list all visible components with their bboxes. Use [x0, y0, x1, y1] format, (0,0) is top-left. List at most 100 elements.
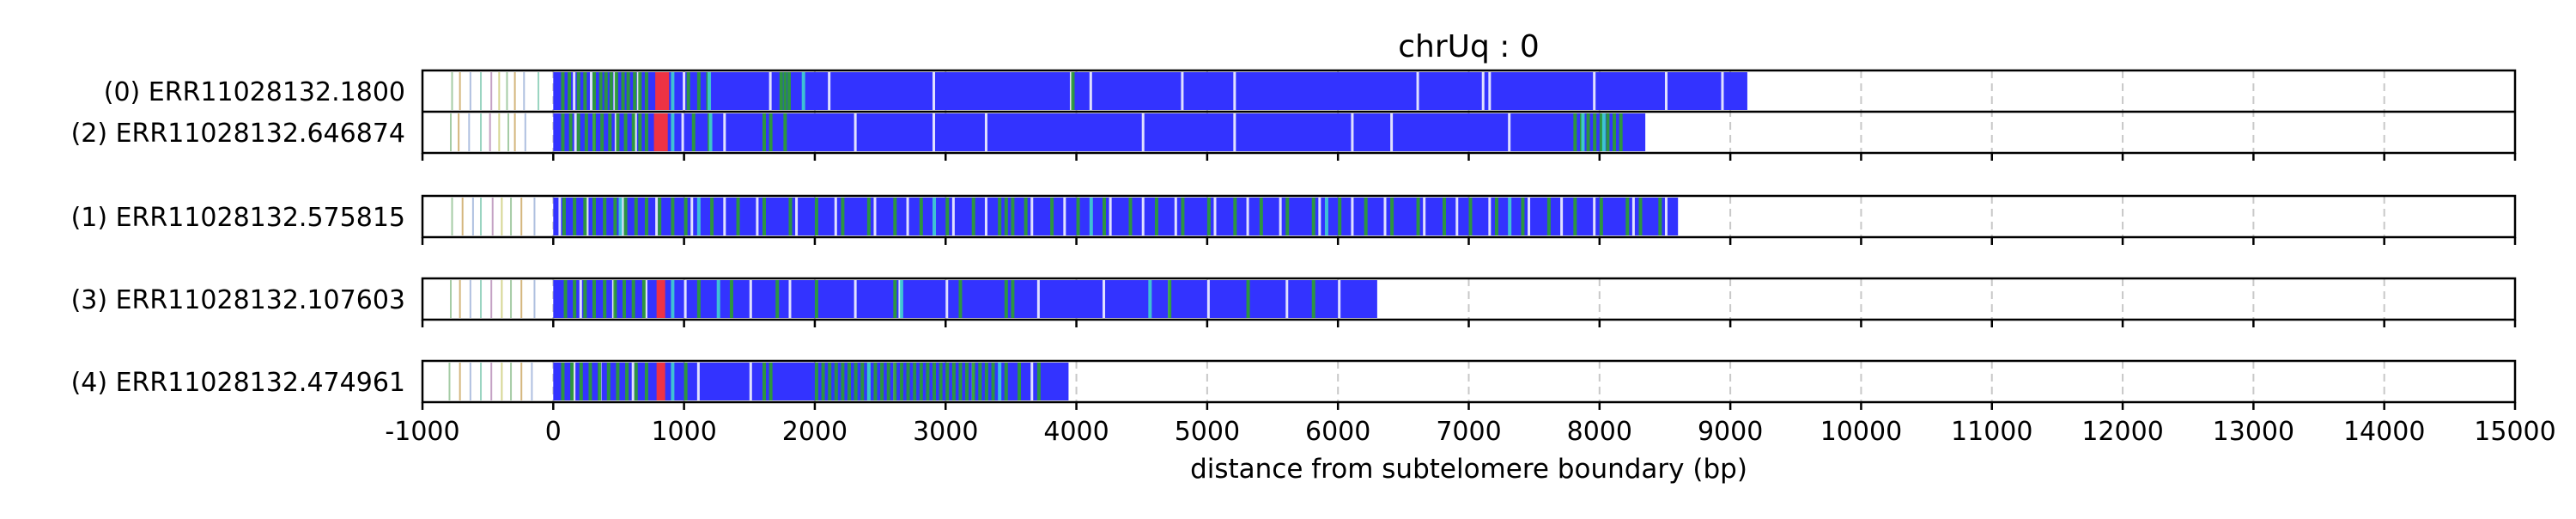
variant-white-stripe [1174, 198, 1177, 235]
variant-green-stripe [616, 113, 620, 151]
subtelomere-mark [480, 113, 483, 151]
variant-green-stripe [686, 72, 690, 110]
subtelomere-mark [480, 363, 483, 400]
variant-green-stripe [1586, 113, 1590, 151]
variant-green-stripe [1364, 198, 1368, 235]
subtelomere-mark [501, 198, 503, 235]
subtelomere-mark [520, 198, 523, 235]
variant-white-stripe [573, 363, 576, 400]
variant-white-stripe [1318, 198, 1321, 235]
variant-green-stripe [576, 72, 580, 110]
variant-white-stripe [1383, 198, 1387, 235]
x-tick-label: 15000 [2474, 417, 2555, 447]
variant-red-stripe [659, 113, 668, 151]
variant-green-stripe [1658, 198, 1662, 235]
variant-green-stripe [1573, 198, 1577, 235]
variant-green-stripe [626, 72, 630, 110]
variant-white-stripe [873, 198, 877, 235]
subtelomere-mark [506, 72, 508, 110]
variant-white-stripe [1664, 198, 1668, 235]
variant-green-stripe [984, 363, 988, 400]
variant-green-stripe [598, 363, 602, 400]
variant-white-stripe [634, 113, 637, 151]
variant-white-stripe [1089, 72, 1092, 110]
variant-green-stripe [1004, 363, 1008, 400]
variant-white-stripe [1351, 198, 1354, 235]
variant-green-stripe [579, 363, 583, 400]
variant-green-stripe [638, 113, 642, 151]
variant-white-stripe [1631, 198, 1635, 235]
variant-white-stripe [589, 72, 592, 110]
subtelomere-mark [513, 113, 516, 151]
variant-white-stripe [1069, 72, 1072, 110]
variant-cyan-stripe [801, 72, 805, 110]
variant-green-stripe [1468, 198, 1473, 235]
variant-white-stripe [1206, 280, 1210, 318]
variant-green-stripe [814, 198, 818, 235]
variant-green-stripe [583, 198, 587, 235]
variant-white-stripe [951, 198, 955, 235]
variant-green-stripe [592, 72, 597, 110]
subtelomere-mark [490, 72, 493, 110]
variant-green-stripe [584, 113, 588, 151]
x-tick-label: 9000 [1698, 417, 1763, 447]
subtelomere-mark [480, 198, 483, 235]
variant-green-stripe [933, 363, 937, 400]
subtelomere-mark [510, 363, 513, 400]
variant-white-stripe [906, 198, 909, 235]
variant-cyan-stripe [708, 113, 713, 151]
variant-green-stripe [787, 72, 791, 110]
subtelomere-mark [459, 72, 461, 110]
variant-green-stripe [1168, 280, 1172, 318]
variant-green-stripe [841, 363, 845, 400]
subtelomere-mark [480, 280, 483, 318]
subtelomere-mark [458, 113, 460, 151]
variant-white-stripe [898, 280, 902, 318]
read-label: (3) ERR11028132.107603 [71, 285, 405, 315]
variant-green-stripe [1613, 113, 1617, 151]
variant-green-stripe [814, 280, 818, 318]
variant-green-stripe [1011, 198, 1015, 235]
variant-white-stripe [1593, 198, 1596, 235]
variant-red-stripe [656, 363, 665, 400]
variant-green-stripe [919, 198, 923, 235]
variant-white-stripe [984, 113, 987, 151]
variant-white-stripe [1279, 198, 1282, 235]
variant-green-stripe [598, 72, 603, 110]
subtelomere-mark [520, 363, 523, 400]
variant-green-stripe [568, 72, 572, 110]
x-tick-label: -1000 [385, 417, 459, 447]
variant-green-stripe [834, 363, 838, 400]
variant-white-stripe [1721, 72, 1724, 110]
variant-green-stripe [606, 363, 611, 400]
variant-green-stripe [710, 198, 714, 235]
variant-green-stripe [729, 280, 733, 318]
variant-white-stripe [655, 198, 659, 235]
variant-white-stripe [614, 113, 617, 151]
variant-white-stripe [1103, 280, 1106, 318]
variant-white-stripe [1141, 198, 1145, 235]
variant-white-stripe [681, 113, 684, 151]
x-tick-label: 6000 [1305, 417, 1370, 447]
variant-white-stripe [828, 72, 831, 110]
repeat-segment [553, 72, 1747, 110]
variant-white-stripe [834, 198, 837, 235]
variant-cyan-stripe [1324, 198, 1328, 235]
variant-green-stripe [561, 363, 565, 400]
variant-green-stripe [951, 363, 956, 400]
variant-green-stripe [592, 113, 597, 151]
subtelomere-mark [498, 72, 501, 110]
variant-green-stripe [691, 113, 696, 151]
variant-green-stripe [1036, 363, 1041, 400]
variant-green-stripe [762, 113, 767, 151]
variant-white-stripe [1338, 280, 1341, 318]
variant-white-stripe [1351, 113, 1354, 151]
variant-green-stripe [588, 363, 592, 400]
variant-white-stripe [573, 72, 576, 110]
variant-white-stripe [795, 198, 799, 235]
variant-green-stripe [634, 363, 638, 400]
variant-green-stripe [965, 363, 969, 400]
repeat-segment [553, 280, 1377, 318]
read-label: (0) ERR11028132.1800 [104, 77, 405, 107]
variant-green-stripe [736, 198, 740, 235]
